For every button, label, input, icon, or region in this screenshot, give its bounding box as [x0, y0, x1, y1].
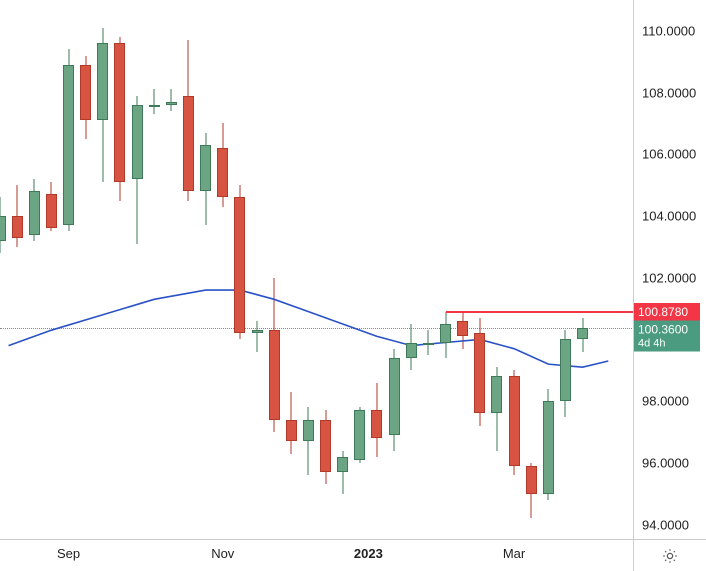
- candle-body: [234, 197, 245, 333]
- candle-body: [46, 194, 57, 228]
- candle-body: [286, 420, 297, 442]
- candle-body: [543, 401, 554, 494]
- candle-body: [217, 148, 228, 197]
- candle-body: [0, 216, 6, 241]
- candle-body: [337, 457, 348, 472]
- y-tick-label: 104.0000: [642, 209, 696, 224]
- candle-body: [474, 333, 485, 413]
- candle-body: [526, 466, 537, 494]
- moving-average-line: [0, 0, 634, 540]
- candle-wick: [308, 407, 309, 475]
- plot-area[interactable]: [0, 0, 634, 540]
- candle-body: [560, 339, 571, 401]
- candle-body: [80, 65, 91, 121]
- y-axis: 94.000096.000098.0000100.0000102.0000104…: [633, 0, 706, 540]
- candle-body: [303, 420, 314, 442]
- candle-body: [440, 324, 451, 343]
- candle-body: [12, 216, 23, 238]
- x-tick-label: Mar: [503, 546, 525, 561]
- x-axis: SepNov2023MarM: [0, 539, 634, 571]
- resistance-line: [446, 311, 634, 313]
- candle-body: [132, 105, 143, 179]
- candle-body: [63, 65, 74, 225]
- price-label-resistance-value: 100.8780: [638, 305, 688, 319]
- candlestick-chart[interactable]: 94.000096.000098.0000100.0000102.0000104…: [0, 0, 706, 571]
- candle-body: [166, 102, 177, 105]
- candle-body: [354, 410, 365, 459]
- x-tick-label: 2023: [354, 546, 383, 561]
- candle-body: [200, 145, 211, 191]
- y-tick-label: 110.0000: [642, 23, 695, 38]
- candle-body: [29, 191, 40, 234]
- candle-body: [252, 330, 263, 333]
- last-price-dotted-line: [0, 328, 634, 329]
- candle-body: [389, 358, 400, 435]
- y-tick-label: 94.0000: [642, 517, 689, 532]
- price-label-last: 100.3600 4d 4h: [634, 321, 700, 352]
- candle-body: [423, 343, 434, 345]
- price-label-last-value: 100.3600: [638, 323, 688, 337]
- y-tick-label: 106.0000: [642, 147, 696, 162]
- countdown-label: 4d 4h: [638, 338, 696, 350]
- candle-body: [577, 328, 588, 339]
- candle-body: [457, 321, 468, 336]
- candle-wick: [257, 321, 258, 352]
- candle-wick: [154, 89, 155, 114]
- x-tick-label: Nov: [211, 546, 234, 561]
- y-tick-label: 108.0000: [642, 85, 696, 100]
- candle-body: [406, 343, 417, 358]
- chart-settings-corner[interactable]: [633, 539, 706, 571]
- y-tick-label: 96.0000: [642, 455, 689, 470]
- candle-body: [97, 43, 108, 120]
- candle-body: [491, 376, 502, 413]
- y-tick-label: 98.0000: [642, 394, 689, 409]
- gear-icon: [661, 547, 679, 565]
- candle-body: [269, 330, 280, 419]
- candle-body: [114, 43, 125, 182]
- x-tick-label: Sep: [57, 546, 80, 561]
- price-label-resistance: 100.8780: [634, 303, 700, 321]
- candle-body: [149, 105, 160, 107]
- y-tick-label: 102.0000: [642, 270, 696, 285]
- candle-body: [320, 420, 331, 472]
- candle-body: [509, 376, 520, 465]
- candle-body: [371, 410, 382, 438]
- candle-wick: [171, 89, 172, 111]
- candle-body: [183, 96, 194, 192]
